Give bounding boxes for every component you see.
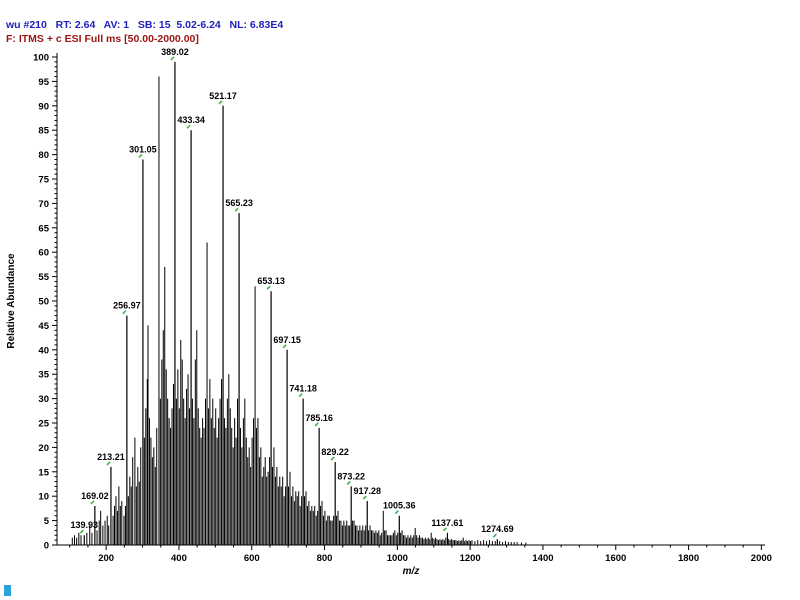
peak-label: 521.17 [209, 91, 237, 101]
x-tick-label: 2000 [751, 553, 772, 564]
peak-label-marker [282, 344, 287, 349]
status-marker [4, 585, 11, 596]
peak-label-marker [138, 153, 143, 159]
y-tick-label: 45 [38, 321, 49, 332]
x-tick-label: 200 [98, 553, 114, 564]
y-tick-label: 0 [44, 541, 49, 552]
peak-label-marker [218, 100, 223, 105]
y-tick-label: 95 [38, 77, 49, 88]
y-tick-label: 10 [38, 492, 49, 503]
x-tick-label: 600 [244, 553, 260, 564]
peak-label: 829.22 [321, 447, 349, 457]
y-tick-label: 90 [38, 101, 49, 112]
peak-label: 565.23 [225, 198, 253, 208]
x-tick-label: 1000 [387, 553, 408, 564]
x-tick-label: 1600 [605, 553, 626, 564]
peak-label-marker [79, 529, 84, 534]
y-tick-label: 55 [38, 272, 49, 283]
peak-label: 1137.61 [431, 518, 463, 528]
x-tick-label: 800 [317, 553, 333, 564]
scan-header-line2: F: ITMS + c ESI Full ms [50.00-2000.00] [6, 33, 199, 45]
peak-label: 1005.36 [383, 501, 416, 511]
y-axis-title: Relative Abundance [6, 253, 17, 349]
x-axis-title: m/z [403, 566, 420, 577]
peak-label: 873.22 [337, 471, 365, 481]
peak-label-marker [346, 480, 351, 486]
x-tick-label: 400 [171, 553, 187, 564]
peak-label: 917.28 [353, 486, 381, 496]
y-tick-label: 15 [38, 467, 49, 478]
y-tick-label: 50 [38, 297, 49, 308]
peak-label: 389.02 [161, 47, 189, 57]
y-tick-label: 75 [38, 175, 49, 186]
peak-label: 697.15 [273, 335, 301, 345]
scan-header-line1: wu #210 RT: 2.64 AV: 1 SB: 15 5.02-6.24 … [6, 19, 284, 31]
peak-label: 256.97 [113, 301, 141, 311]
peak-label-marker [234, 207, 239, 212]
y-tick-label: 60 [38, 248, 49, 259]
y-tick-label: 100 [33, 53, 49, 64]
y-tick-label: 20 [38, 443, 49, 454]
peak-label: 213.21 [97, 452, 125, 462]
peak-label-marker [266, 285, 271, 290]
y-tick-label: 65 [38, 223, 49, 234]
peak-label: 301.05 [129, 144, 157, 154]
x-tick-label: 1800 [678, 553, 699, 564]
peak-label-marker [186, 124, 191, 129]
x-tick-label: 1400 [532, 553, 553, 564]
peak-label: 1274.69 [481, 524, 514, 534]
peak-label: 741.18 [289, 384, 317, 394]
y-tick-label: 85 [38, 126, 49, 137]
peak-label-marker [106, 461, 111, 466]
x-tick-label: 1200 [460, 553, 481, 564]
y-tick-label: 40 [38, 345, 49, 356]
y-tick-label: 35 [38, 370, 49, 381]
peak-label: 433.34 [177, 115, 205, 125]
peak-label-marker [492, 533, 497, 538]
peak-label: 169.02 [81, 491, 109, 501]
peak-label-marker [330, 456, 335, 461]
y-tick-label: 80 [38, 150, 49, 161]
peak-label-marker [122, 310, 127, 315]
peak-label: 653.13 [257, 276, 285, 286]
peak-label-marker [362, 495, 367, 500]
peak-label: 139.93 [71, 520, 99, 530]
peak-label-marker [314, 422, 319, 427]
y-tick-label: 30 [38, 394, 49, 405]
peak-label-marker [442, 527, 448, 532]
peak-label-marker [90, 500, 95, 505]
y-tick-label: 70 [38, 199, 49, 210]
y-tick-label: 25 [38, 419, 49, 430]
peak-label-marker [394, 510, 399, 515]
y-tick-label: 5 [44, 516, 50, 527]
peak-label-marker [170, 56, 175, 61]
peak-label: 785.16 [305, 413, 333, 423]
peak-label-marker [298, 393, 303, 398]
